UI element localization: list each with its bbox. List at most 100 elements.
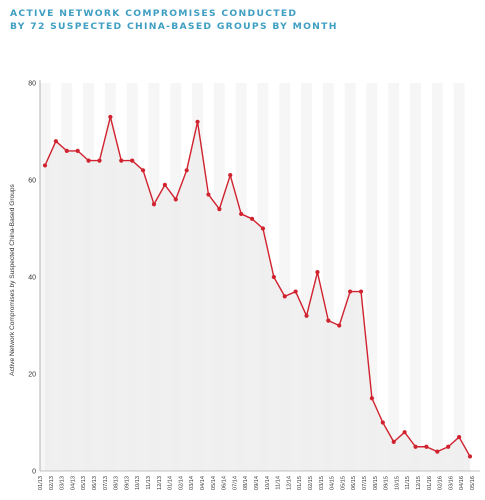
x-tick-label: 05/13 — [81, 476, 87, 490]
data-point — [86, 158, 91, 163]
x-tick-label: 05/14 — [211, 476, 217, 490]
data-point — [446, 444, 451, 449]
x-tick-label: 10/15 — [394, 476, 400, 490]
x-tick-label: 09/15 — [384, 476, 390, 490]
category-band — [453, 83, 465, 471]
data-point — [195, 119, 200, 124]
x-tick-label: 03/13 — [60, 476, 66, 490]
data-point — [119, 158, 124, 163]
x-tick-label: 09/14 — [254, 476, 260, 490]
x-tick-label: 07/13 — [103, 476, 109, 490]
data-point — [326, 318, 331, 323]
x-tick-label: 09/13 — [124, 476, 130, 490]
x-tick-label: 04/15 — [330, 476, 336, 490]
x-tick-label: 01/14 — [168, 476, 174, 490]
category-band — [279, 83, 291, 471]
data-point — [151, 202, 157, 207]
x-tick-label: 04/16 — [459, 476, 465, 490]
y-tick-label: 0 — [32, 469, 36, 476]
data-point — [184, 168, 189, 173]
x-tick-label: 05/15 — [340, 476, 346, 490]
data-point — [315, 270, 320, 275]
x-tick-label: 11/13 — [146, 476, 152, 490]
data-point — [467, 454, 473, 459]
x-tick-label: 04/13 — [70, 476, 76, 490]
x-tick-label: 06/15 — [351, 476, 357, 490]
x-tick-label: 12/13 — [157, 476, 163, 490]
category-band — [301, 83, 312, 471]
data-point — [53, 139, 58, 144]
data-points — [42, 114, 473, 459]
data-point — [206, 192, 211, 197]
y-axis-label: Active Network Compromises by Suspected … — [9, 183, 16, 375]
data-point — [457, 434, 462, 440]
series-line — [44, 116, 471, 457]
x-tick-label: 11/14 — [276, 476, 282, 490]
y-tick-label: 20 — [28, 372, 36, 379]
x-tick-label: 03/16 — [448, 476, 454, 490]
data-point — [239, 211, 244, 217]
data-point — [140, 168, 146, 173]
data-point — [162, 182, 167, 187]
data-point — [402, 430, 407, 435]
chart-title-line-2: BY 72 SUSPECTED CHINA-BASED GROUPS BY MO… — [10, 21, 338, 32]
x-tick-label: 01/15 — [297, 476, 303, 490]
chart-title: ACTIVE NETWORK COMPROMISES CONDUCTED BY … — [10, 7, 338, 33]
y-tick-label: 80 — [28, 81, 36, 88]
x-tick-label: 01/16 — [427, 476, 433, 490]
x-tick-label: 03/15 — [319, 476, 325, 490]
data-point — [75, 148, 80, 153]
data-point — [424, 444, 429, 449]
x-tick-label: 01/13 — [38, 476, 44, 490]
x-tick-labels: 01/13 02/13 03/13 04/13 05/13 06/13 07/13 08/13… — [38, 476, 476, 490]
area-path — [45, 116, 470, 471]
x-tick-label: 10/14 — [265, 476, 271, 490]
data-point — [228, 173, 233, 178]
series-line-path — [44, 116, 471, 457]
x-tick-label: 08/14 — [243, 476, 249, 490]
y-tick-label: 60 — [28, 178, 36, 185]
category-band — [366, 83, 378, 471]
data-point — [380, 420, 385, 425]
data-point — [249, 216, 255, 221]
x-tick-label: 06/13 — [92, 476, 98, 490]
chart-title-line-1: ACTIVE NETWORK COMPROMISES CONDUCTED — [10, 8, 298, 19]
data-point — [358, 289, 364, 294]
data-point — [42, 163, 48, 168]
data-point — [348, 289, 353, 294]
data-point — [282, 294, 287, 299]
x-tick-label: 02/15 — [308, 476, 314, 490]
x-tick-label: 06/14 — [222, 476, 228, 490]
data-point — [293, 289, 298, 294]
x-tick-label: 02/16 — [438, 476, 444, 490]
x-tick-label: 07/14 — [232, 476, 238, 490]
data-point — [130, 158, 135, 163]
x-tick-label: 02/14 — [178, 476, 184, 490]
data-point — [369, 396, 375, 401]
data-point — [271, 274, 276, 280]
category-band — [344, 83, 356, 471]
y-tick-labels: 0 20 40 60 80 — [28, 81, 36, 476]
data-point — [173, 197, 178, 202]
axes — [39, 80, 480, 472]
x-tick-label: 12/14 — [286, 476, 292, 490]
data-point — [435, 449, 440, 454]
x-tick-label: 05/16 — [470, 476, 476, 490]
x-tick-label: 12/15 — [416, 476, 422, 490]
x-tick-label: 03/14 — [189, 476, 195, 490]
data-point — [217, 207, 222, 212]
data-point — [108, 114, 113, 120]
category-band — [410, 83, 421, 471]
x-tick-label: 08/15 — [373, 476, 379, 490]
data-point — [97, 158, 102, 163]
category-band — [431, 83, 443, 471]
data-point — [64, 148, 69, 153]
x-tick-label: 08/13 — [114, 476, 120, 490]
data-point — [391, 439, 396, 444]
x-tick-label: 04/14 — [200, 476, 206, 490]
data-point — [260, 226, 266, 231]
area-fill — [45, 116, 470, 471]
category-band — [388, 83, 400, 471]
x-tick-label: 07/15 — [362, 476, 368, 490]
